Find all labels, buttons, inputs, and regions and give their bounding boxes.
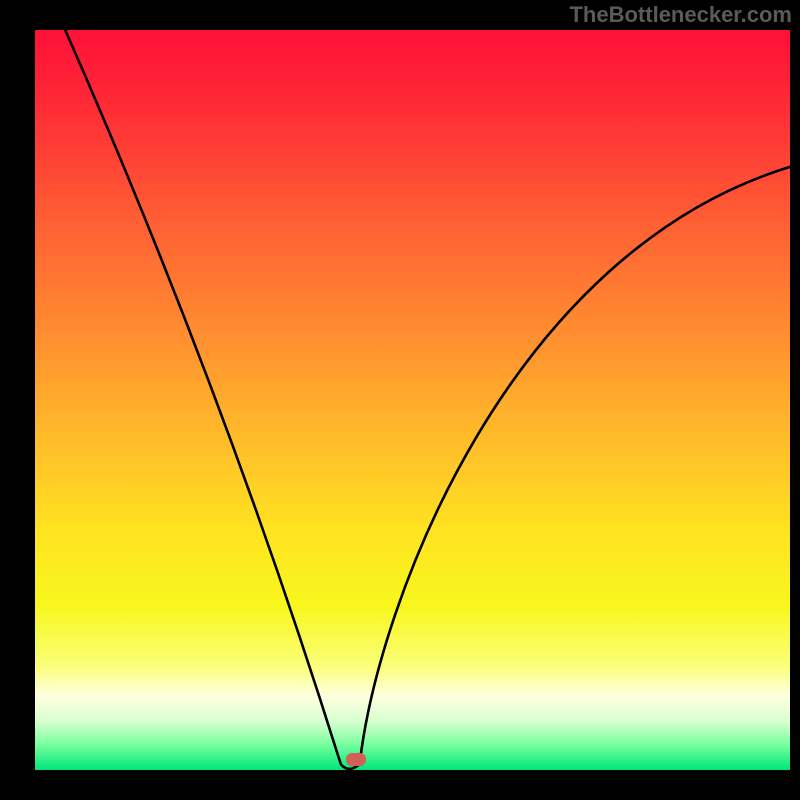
bottleneck-curve [35,30,790,770]
optimum-marker [346,753,366,766]
watermark-text: TheBottlenecker.com [569,2,792,28]
plot-area [35,30,790,770]
gradient-background [35,30,790,770]
chart-root: TheBottlenecker.com [0,0,800,800]
